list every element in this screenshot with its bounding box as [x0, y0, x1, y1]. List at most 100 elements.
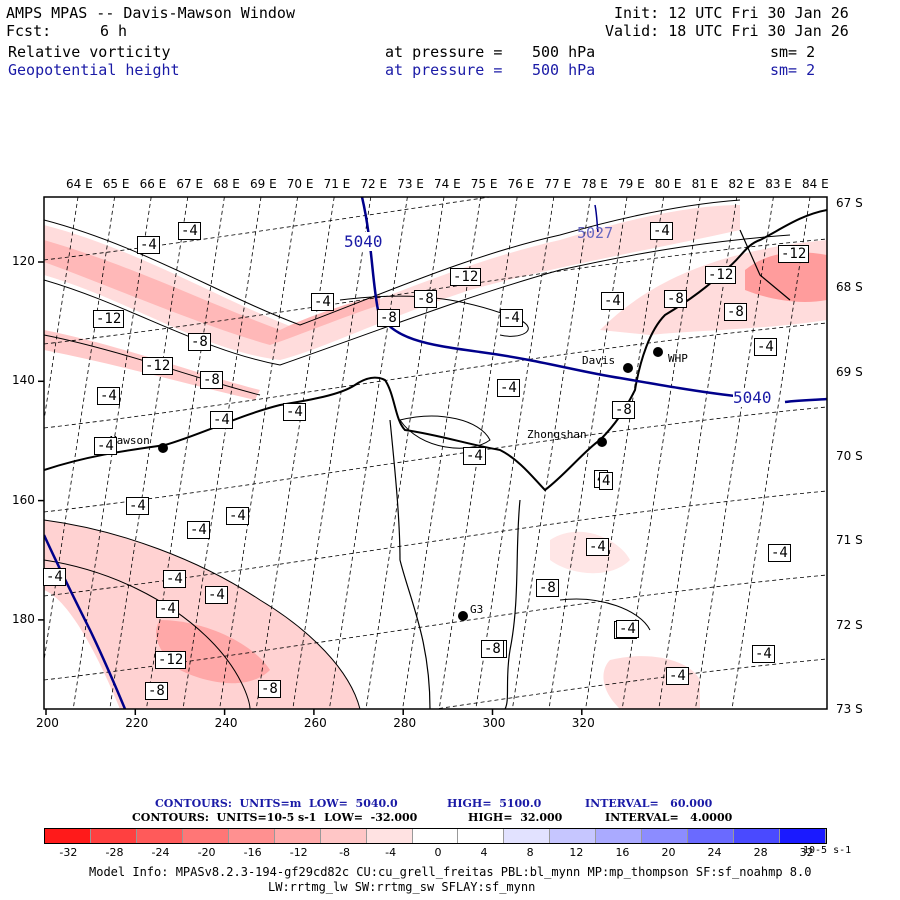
field2-name: Geopotential height — [8, 61, 180, 79]
longitude-label: 64 E — [66, 177, 93, 191]
init-time: Init: 12 UTC Fri 30 Jan 26 — [614, 4, 849, 22]
meridian-line — [146, 197, 225, 709]
vort-contour-h — [559, 598, 651, 631]
longitude-label: 78 E — [581, 177, 608, 191]
colorbar-tick-label: -24 — [151, 846, 170, 859]
colorbar-tick-label: 16 — [615, 846, 630, 859]
vorticity-label: -8 — [724, 303, 747, 321]
longitude-label: 72 E — [360, 177, 388, 191]
vorticity-label: -8 — [188, 333, 211, 351]
vorticity-label: -4 — [463, 447, 486, 465]
field2-pressure-label: at pressure = — [385, 61, 503, 79]
latitude-label: 69 S — [836, 364, 863, 379]
field2-pressure-value: 500 hPa — [532, 61, 596, 79]
longitude-label: 70 E — [286, 177, 314, 191]
y-tick-label: 120 — [12, 254, 35, 268]
longitude-label: 83 E — [765, 177, 792, 191]
latitude-label: 73 S — [836, 701, 863, 716]
longitude-label: 71 E — [323, 177, 351, 191]
vorticity-label: -4 — [650, 222, 673, 240]
colorbar-unit: 10-5 s-1 — [803, 845, 852, 856]
meridian-line — [548, 197, 628, 709]
parallel-line — [44, 238, 827, 345]
station-marker — [597, 437, 607, 447]
meridian-line — [44, 197, 79, 423]
vorticity-label: -4 — [126, 497, 149, 515]
longitude-label: 75 E — [470, 177, 498, 191]
model-info-line2: LW:rrtmg_lw SW:rrtmg_sw SFLAY:sf_mynn — [268, 880, 536, 894]
x-tick-label: 320 — [571, 716, 595, 730]
vorticity-label: -4 — [156, 600, 179, 618]
vorticity-label: -4 — [283, 403, 306, 421]
vort-shade-southwest — [44, 520, 360, 709]
longitude-label: 65 E — [102, 177, 130, 191]
longitude-label: 74 E — [434, 177, 461, 191]
parallel-line — [44, 490, 827, 597]
colorbar-tick-label: -28 — [105, 846, 124, 859]
vorticity-label: -12 — [93, 310, 125, 328]
vorticity-label: -8 — [414, 290, 437, 308]
field2-smoothing: sm= 2 — [770, 61, 816, 79]
colorbar-tick-label: -32 — [59, 846, 78, 859]
colorbar-swatch — [90, 829, 137, 843]
vorticity-label: -8 — [536, 579, 559, 597]
x-tick-label: 260 — [303, 716, 327, 730]
vort-contour-b — [44, 234, 791, 366]
longitude-label: 82 E — [728, 177, 756, 191]
field1-name: Relative vorticity — [8, 43, 171, 61]
colorbar-swatch — [366, 829, 413, 843]
vorticity-label: -4 — [210, 411, 233, 429]
colorbar-swatch — [596, 829, 643, 843]
vort-contour-a — [44, 199, 741, 326]
vorticity-label: -4 — [601, 292, 624, 310]
parallel-line — [44, 406, 827, 513]
meridian-line — [44, 197, 115, 664]
colorbar-tick-label: 8 — [526, 846, 534, 859]
meridian-line — [585, 197, 664, 709]
vorticity-label: -8 — [481, 640, 504, 658]
station-label-davis: Davis — [582, 354, 616, 367]
field1-pressure-value: 500 hPa — [532, 43, 596, 61]
legend-vorticity-high: HIGH= 32.000 — [468, 811, 563, 824]
station-marker — [158, 443, 168, 453]
colorbar-tick-label: 0 — [434, 846, 442, 859]
vort-shade-north-inner — [44, 240, 380, 345]
longitude-label: 66 E — [139, 177, 167, 191]
vorticity-label: -4 — [97, 387, 120, 405]
vorticity-label: -8 — [200, 371, 223, 389]
vorticity-label: -4 — [500, 309, 523, 327]
parallel-line — [44, 574, 827, 681]
legend-vorticity-interval: INTERVAL= 4.0000 — [605, 811, 733, 824]
vorticity-label: -12 — [155, 651, 187, 669]
meridian-line — [475, 197, 555, 709]
colorbar-swatch — [228, 829, 275, 843]
vort-shade-northeast-inner — [745, 252, 827, 302]
vort-contour-e — [44, 559, 251, 709]
colorbar-swatch — [182, 829, 229, 843]
vorticity-label: -4 — [43, 568, 66, 586]
colorbar-swatch — [320, 829, 367, 843]
x-tick-label: 240 — [214, 716, 238, 730]
colorbar-tick-label: 28 — [753, 846, 768, 859]
app-title: AMPS MPAS -- Davis-Mawson Window — [6, 4, 295, 22]
vorticity-label: -12 — [705, 266, 737, 284]
vorticity-label: -4 — [137, 236, 160, 254]
field1-smoothing: sm= 2 — [770, 43, 816, 61]
colorbar-swatch — [45, 829, 91, 843]
colorbar-swatch — [504, 829, 551, 843]
vorticity-label: -4 — [768, 544, 791, 562]
colorbar — [44, 828, 827, 844]
vort-contour-g — [399, 415, 491, 449]
vorticity-label: -8 — [612, 401, 635, 419]
vorticity-label: -4 — [754, 338, 777, 356]
meridian-line — [438, 197, 518, 709]
vorticity-label: -12 — [142, 357, 174, 375]
vorticity-label: -4 — [666, 667, 689, 685]
colorbar-swatch — [780, 829, 826, 843]
colorbar-tick-label: 12 — [569, 846, 584, 859]
height-label: 5040 — [344, 232, 383, 251]
vorticity-label: -4 — [178, 222, 201, 240]
vorticity-label: -4 — [752, 645, 775, 663]
vorticity-label: -8 — [145, 682, 168, 700]
vorticity-label: -8 — [664, 290, 687, 308]
